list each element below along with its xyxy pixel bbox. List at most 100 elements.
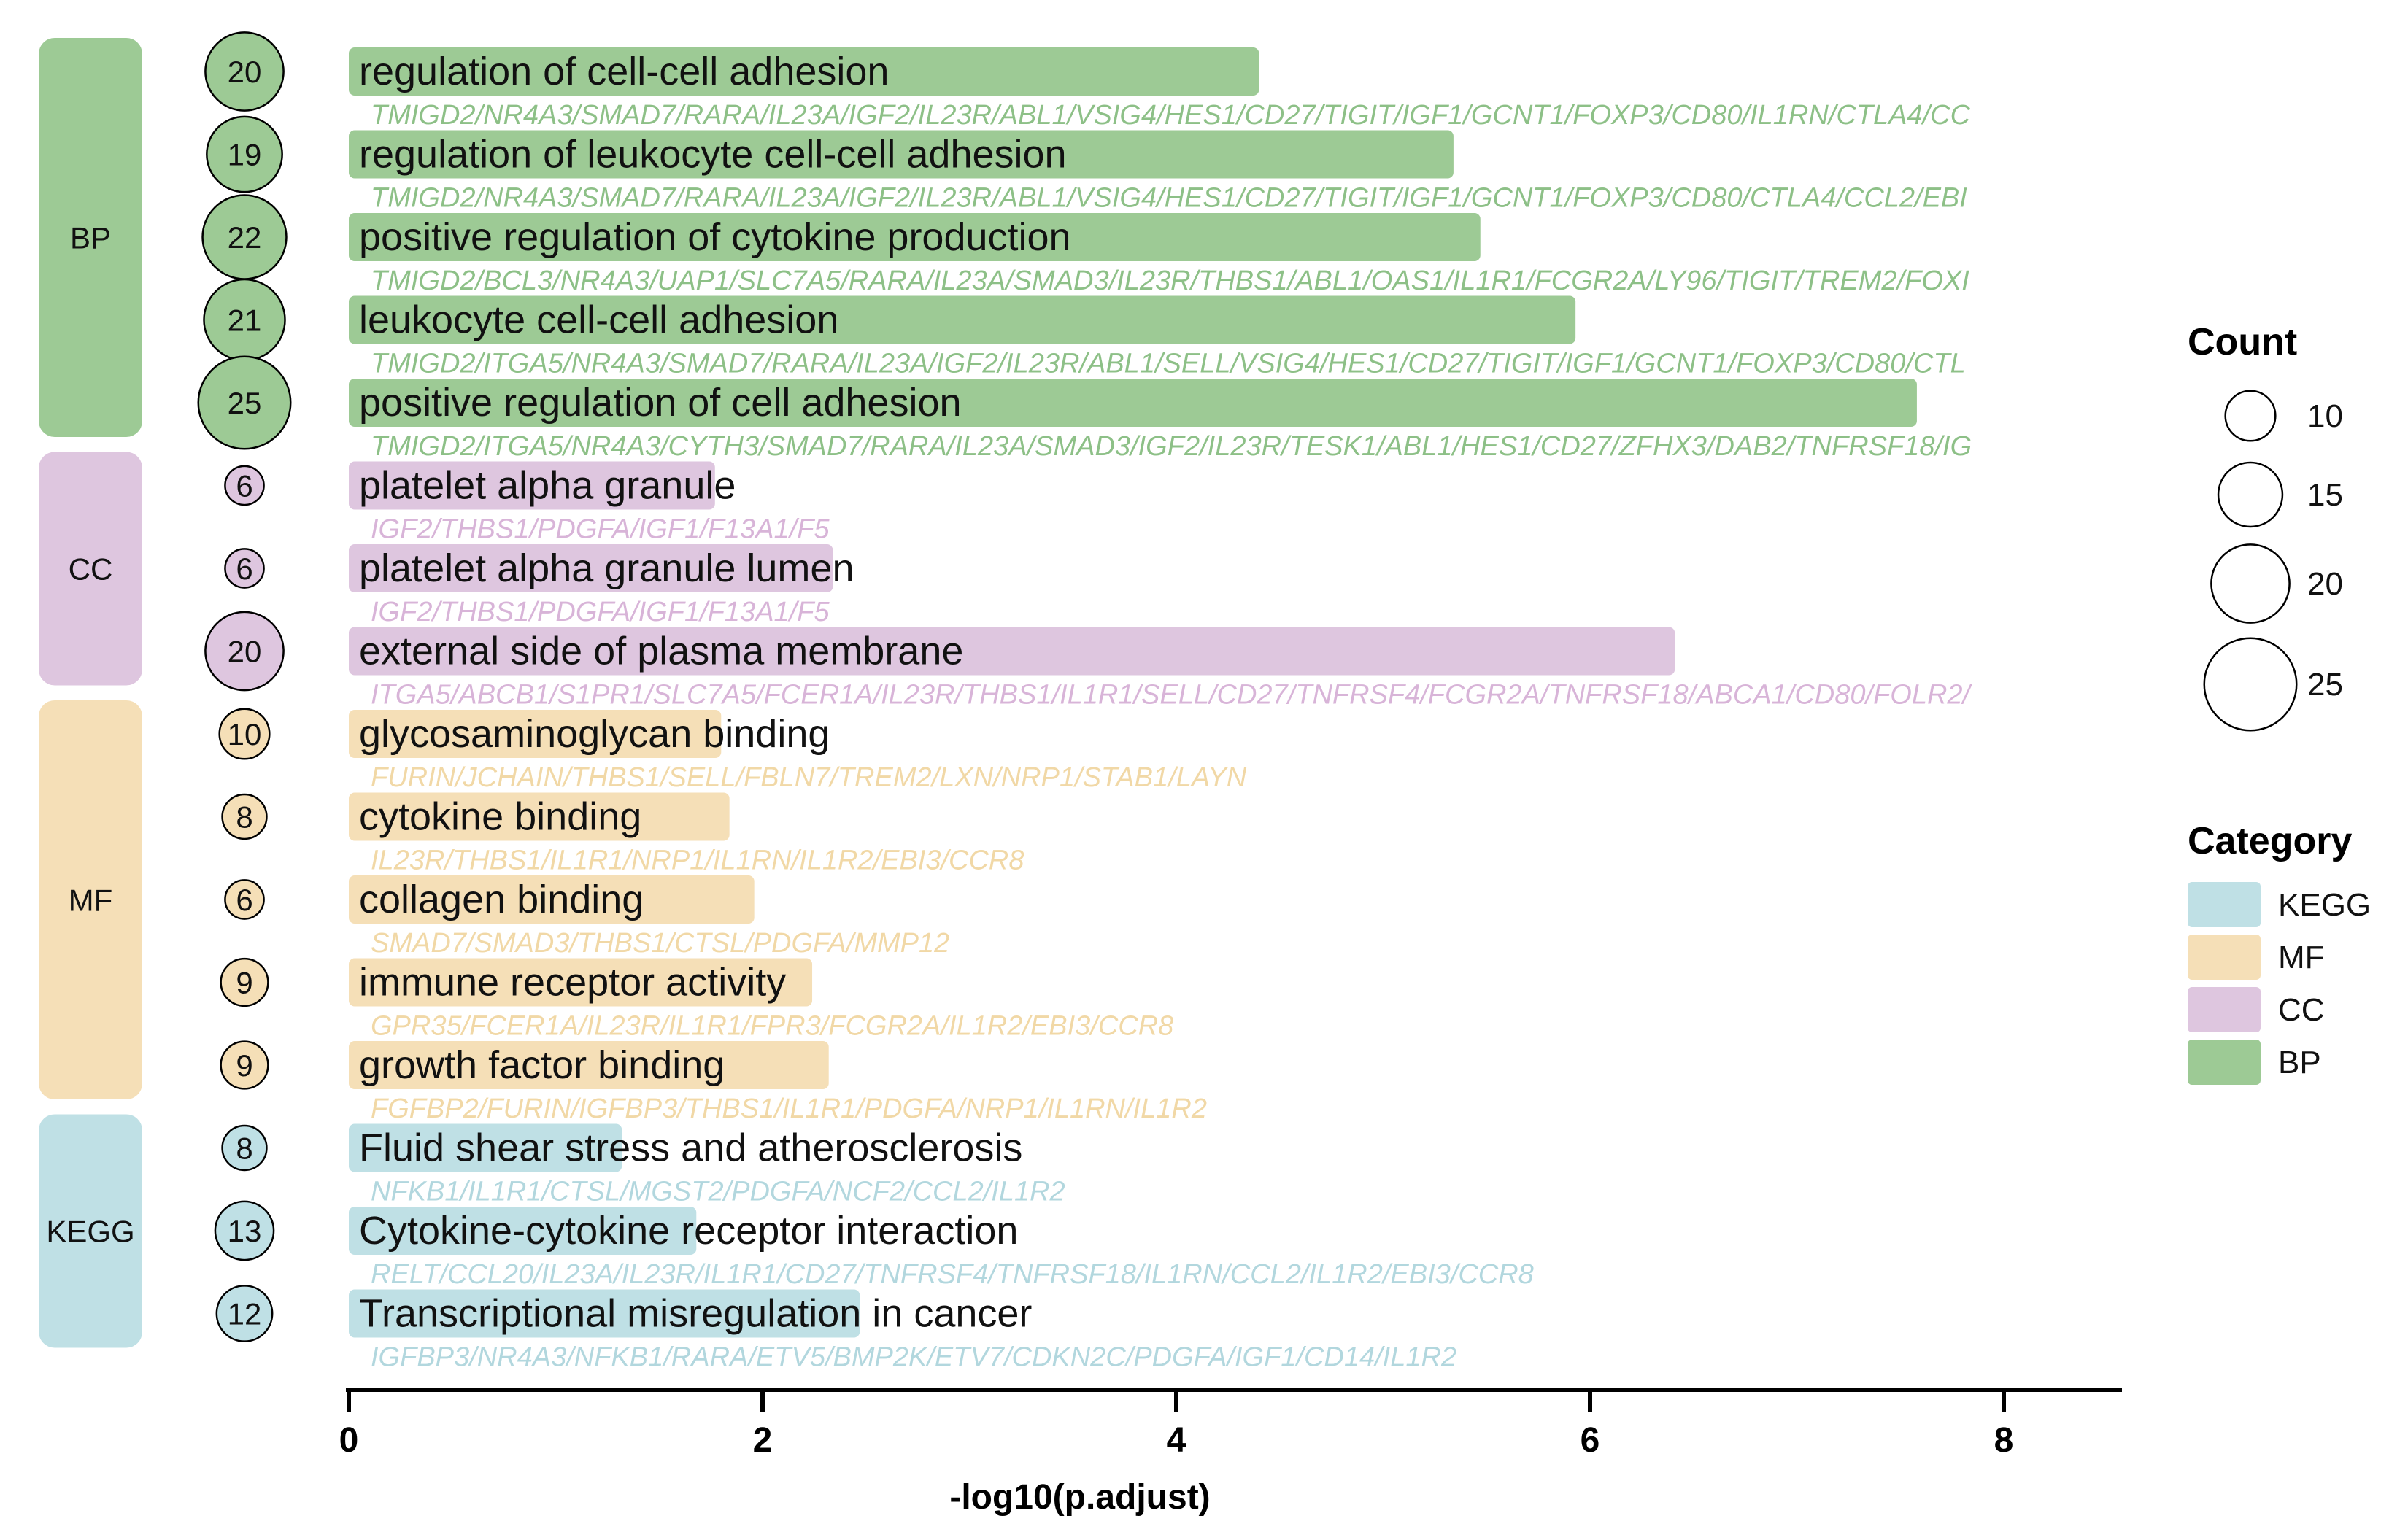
count-bubble — [197, 355, 292, 450]
count-label: 9 — [236, 1048, 252, 1083]
legend-count-label: 20 — [2307, 566, 2343, 602]
bar — [349, 958, 813, 1007]
count-label: 6 — [236, 469, 252, 503]
legend: Count Category 10 15 20 25 KEGG MF CC BP — [2188, 321, 2371, 1085]
count-bubble — [220, 1040, 269, 1090]
bar — [349, 544, 833, 592]
count-bubble-column: 20 19 22 21 25 6 6 20 10 8 6 9 9 8 13 12 — [197, 31, 292, 1342]
term-label: immune receptor activity — [359, 961, 786, 1005]
category-block — [39, 1114, 142, 1348]
legend-category-title: Category — [2188, 820, 2352, 862]
gene-list: TMIGD2/ITGA5/NR4A3/CYTH3/SMAD7/RARA/IL23… — [371, 431, 1972, 462]
legend-count-title: Count — [2188, 321, 2297, 363]
legend-category-label: MF — [2278, 940, 2325, 975]
category-label: MF — [69, 883, 113, 918]
count-label: 8 — [236, 800, 252, 835]
category-block — [39, 38, 142, 437]
count-label: 6 — [236, 552, 252, 586]
term-label: Cytokine-cytokine receptor interaction — [359, 1209, 1018, 1253]
count-bubble — [221, 793, 268, 840]
legend-count-circle — [2210, 543, 2291, 624]
bar — [349, 627, 1675, 676]
gene-list: SMAD7/SMAD3/THBS1/CTSL/PDGFA/MMP12 — [371, 928, 949, 959]
bar — [349, 295, 1576, 344]
bar — [349, 1289, 860, 1338]
count-bubble — [221, 1124, 268, 1172]
count-bubble — [204, 611, 285, 692]
category-label: KEGG — [46, 1215, 134, 1249]
bar — [349, 130, 1454, 179]
gene-list: NFKB1/IL1R1/CTSL/MGST2/PDGFA/NCF2/CCL2/I… — [371, 1177, 1065, 1207]
count-label: 19 — [228, 138, 262, 172]
count-label: 12 — [228, 1297, 262, 1331]
count-bubble — [215, 1285, 274, 1342]
legend-count-circle — [2203, 637, 2298, 732]
term-label: leukocyte cell-cell adhesion — [359, 298, 838, 342]
legend-category-swatch — [2188, 882, 2261, 927]
bar — [349, 1123, 622, 1172]
term-label: growth factor binding — [359, 1043, 725, 1087]
bar — [349, 792, 730, 841]
term-label: platelet alpha granule — [359, 464, 736, 508]
bar — [349, 710, 722, 758]
term-label: glycosaminoglycan binding — [359, 712, 830, 756]
count-label: 6 — [236, 883, 252, 917]
count-bubble — [224, 548, 265, 589]
x-axis: -log10(p.adjust) 0 2 4 6 8 — [339, 1388, 2122, 1517]
gene-list: TMIGD2/NR4A3/SMAD7/RARA/IL23A/IGF2/IL23R… — [371, 100, 1971, 131]
count-label: 10 — [228, 717, 262, 751]
gene-list: TMIGD2/NR4A3/SMAD7/RARA/IL23A/IGF2/IL23R… — [371, 183, 1967, 214]
category-block — [39, 700, 142, 1099]
x-tick-label: 8 — [1994, 1421, 2014, 1460]
term-label: Fluid shear stress and atherosclerosis — [359, 1126, 1022, 1170]
gene-list: FURIN/JCHAIN/THBS1/SELL/FBLN7/TREM2/LXN/… — [371, 762, 1247, 793]
bar — [349, 213, 1481, 261]
legend-count-label: 15 — [2307, 477, 2343, 513]
legend-count-circle — [2217, 461, 2284, 528]
bar — [349, 1207, 697, 1255]
gene-list: IGFBP3/NR4A3/NFKB1/RARA/ETV5/BMP2K/ETV7/… — [371, 1342, 1456, 1373]
term-label: regulation of cell-cell adhesion — [359, 50, 889, 93]
category-block — [39, 452, 142, 686]
x-tick-label: 6 — [1581, 1421, 1600, 1460]
legend-category-swatch — [2188, 987, 2261, 1032]
term-label: external side of plasma membrane — [359, 630, 963, 673]
gene-list: IL23R/THBS1/IL1R1/NRP1/IL1RN/IL1R2/EBI3/… — [371, 846, 1024, 876]
count-label: 20 — [228, 635, 262, 669]
term-label: regulation of leukocyte cell-cell adhesi… — [359, 133, 1067, 177]
legend-category-label: CC — [2278, 992, 2325, 1028]
term-label: positive regulation of cytokine producti… — [359, 215, 1071, 259]
x-tick-label: 0 — [339, 1421, 359, 1460]
x-tick-label: 2 — [753, 1421, 773, 1460]
bar — [349, 47, 1259, 96]
count-label: 25 — [228, 386, 262, 420]
bar-layer: regulation of cell-cell adhesion TMIGD2/N… — [349, 47, 1973, 1373]
bar — [349, 875, 755, 924]
bar — [349, 379, 1917, 427]
term-label: collagen binding — [359, 878, 644, 921]
gene-list: TMIGD2/BCL3/NR4A3/UAP1/SLC7A5/RARA/IL23A… — [371, 266, 1969, 296]
legend-count-label: 25 — [2307, 667, 2343, 703]
gene-list: TMIGD2/ITGA5/NR4A3/SMAD7/RARA/IL23A/IGF2… — [371, 349, 1966, 379]
count-bubble — [220, 957, 269, 1007]
count-label: 13 — [228, 1214, 262, 1248]
gene-list: GPR35/FCER1A/IL23R/IL1R1/FPR3/FCGR2A/IL1… — [371, 1011, 1173, 1042]
legend-count-label: 10 — [2307, 398, 2343, 434]
category-label: BP — [70, 221, 111, 255]
term-label: positive regulation of cell adhesion — [359, 381, 962, 425]
count-bubble — [224, 465, 265, 506]
legend-category-swatch — [2188, 1040, 2261, 1085]
count-bubble — [224, 879, 265, 920]
legend-category-label: BP — [2278, 1045, 2321, 1080]
count-label: 9 — [236, 966, 252, 1000]
term-label: platelet alpha granule lumen — [359, 546, 854, 590]
count-label: 20 — [228, 55, 262, 89]
x-tick-label: 4 — [1167, 1421, 1186, 1460]
count-bubble — [214, 1200, 275, 1261]
term-label: cytokine binding — [359, 795, 641, 839]
count-bubble — [204, 31, 285, 112]
legend-category-swatch — [2188, 935, 2261, 980]
bar — [349, 461, 715, 510]
count-bubble — [218, 708, 271, 760]
